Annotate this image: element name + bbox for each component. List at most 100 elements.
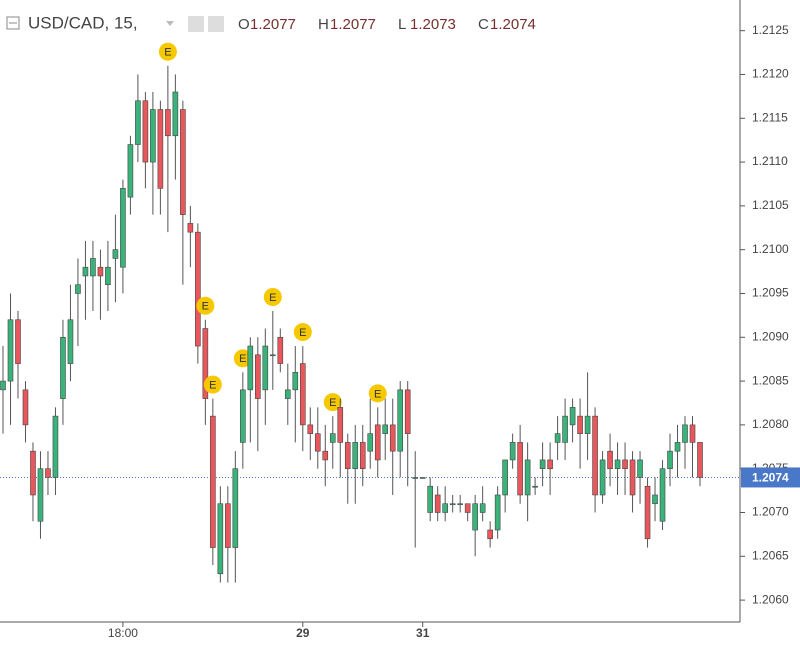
event-marker bbox=[263, 288, 282, 306]
candle-body bbox=[142, 100, 149, 163]
candle-body bbox=[150, 109, 156, 163]
y-tick-label: 1.2080 bbox=[752, 417, 789, 431]
y-tick-label: 1.2070 bbox=[752, 505, 789, 519]
candle-body bbox=[195, 231, 201, 347]
candle-body bbox=[427, 485, 433, 513]
candle-body bbox=[90, 258, 96, 277]
candle-body bbox=[60, 336, 66, 399]
candle-body bbox=[419, 477, 426, 479]
candle-body bbox=[434, 494, 441, 513]
candle-body bbox=[374, 424, 381, 461]
y-tick-label: 1.2115 bbox=[752, 110, 788, 124]
event-label: E bbox=[202, 301, 209, 313]
event-label: E bbox=[299, 327, 306, 339]
event-label: E bbox=[329, 397, 336, 409]
candle-body bbox=[352, 442, 359, 469]
candle-body bbox=[45, 468, 51, 478]
candle-body bbox=[509, 442, 516, 461]
dropdown-arrow[interactable] bbox=[166, 21, 174, 26]
candle-body bbox=[15, 319, 21, 364]
candle-body bbox=[120, 188, 126, 268]
candle-body bbox=[217, 503, 224, 575]
event-marker bbox=[196, 296, 215, 315]
event-marker bbox=[323, 393, 342, 412]
candle-body bbox=[225, 503, 231, 548]
candle-body bbox=[464, 503, 471, 513]
candle-body bbox=[584, 415, 591, 434]
y-tick-label: 1.2105 bbox=[752, 198, 789, 212]
candle-body bbox=[479, 503, 486, 513]
event-label: E bbox=[269, 292, 276, 304]
candle-body bbox=[524, 459, 531, 496]
ohlc-value: 1.2074 bbox=[490, 16, 536, 33]
candle-body bbox=[7, 319, 14, 382]
settings-icon[interactable] bbox=[208, 16, 224, 32]
candle-body bbox=[30, 450, 36, 496]
candle-body bbox=[689, 424, 696, 443]
candle-body bbox=[255, 354, 261, 399]
event-marker bbox=[293, 323, 312, 342]
candle-body bbox=[667, 450, 673, 469]
candle-body bbox=[442, 503, 448, 513]
candle-body bbox=[562, 415, 568, 443]
candle-body bbox=[532, 485, 538, 488]
candle-body bbox=[52, 415, 59, 478]
candle-body bbox=[135, 100, 141, 145]
x-tick-label: 18:00 bbox=[108, 626, 138, 640]
ohlc-label: O bbox=[238, 16, 250, 33]
x-tick-label: 29 bbox=[296, 626, 310, 640]
candle-body bbox=[547, 459, 553, 469]
candle-body bbox=[82, 266, 89, 277]
candle-body bbox=[494, 494, 501, 531]
candle-body bbox=[232, 468, 239, 548]
eye-icon[interactable] bbox=[188, 16, 204, 32]
candle-body bbox=[697, 442, 703, 478]
candle-body bbox=[187, 223, 194, 233]
candle-body bbox=[644, 485, 651, 540]
candle-body bbox=[210, 415, 216, 548]
candle-body bbox=[127, 144, 134, 198]
y-tick-label: 1.2085 bbox=[752, 373, 789, 387]
candle-body bbox=[397, 389, 404, 452]
candle-body bbox=[284, 389, 291, 399]
y-tick-label: 1.2120 bbox=[752, 67, 789, 81]
candle-body bbox=[607, 450, 613, 469]
event-marker bbox=[158, 42, 177, 61]
candle-body bbox=[337, 407, 344, 443]
y-tick-label: 1.2090 bbox=[752, 329, 789, 343]
ohlc-value: 1.2077 bbox=[330, 16, 376, 33]
x-tick-label: 31 bbox=[416, 626, 430, 640]
candle-body bbox=[299, 363, 306, 426]
event-label: E bbox=[239, 353, 246, 365]
ohlc-label: H bbox=[318, 16, 329, 33]
candle-body bbox=[682, 424, 688, 443]
candle-body bbox=[382, 424, 389, 434]
y-tick-label: 1.2095 bbox=[752, 286, 789, 300]
candle-body bbox=[344, 442, 351, 469]
event-marker bbox=[203, 375, 222, 394]
symbol: USD/CAD, 15, bbox=[28, 13, 138, 32]
collapse-icon[interactable] bbox=[6, 16, 20, 30]
candle-body bbox=[389, 424, 396, 452]
event-label: E bbox=[209, 380, 216, 392]
last-price-box bbox=[741, 467, 800, 488]
candle-body bbox=[487, 529, 493, 540]
candle-body bbox=[172, 91, 179, 137]
candle-body bbox=[247, 345, 254, 391]
candle-body bbox=[157, 109, 164, 189]
candle-body bbox=[202, 328, 209, 399]
candle-body bbox=[367, 433, 374, 452]
y-tick-label: 1.2100 bbox=[752, 242, 789, 256]
candle-body bbox=[502, 459, 508, 496]
candle-body bbox=[292, 372, 299, 391]
candle-body bbox=[449, 503, 456, 506]
candle-body bbox=[240, 389, 246, 443]
candle-body bbox=[629, 459, 636, 496]
candle-body bbox=[37, 468, 44, 522]
ohlc-value: 1.2077 bbox=[250, 16, 296, 33]
candle-body bbox=[270, 354, 276, 357]
y-tick-label: 1.2065 bbox=[752, 548, 789, 562]
candle-body bbox=[165, 109, 171, 137]
